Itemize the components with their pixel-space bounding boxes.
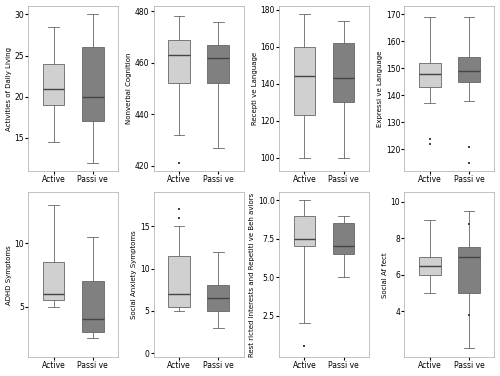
PathPatch shape: [458, 58, 480, 82]
PathPatch shape: [208, 285, 229, 311]
Y-axis label: Nonverbal Cognition: Nonverbal Cognition: [126, 53, 132, 124]
Y-axis label: ADHD Symptoms: ADHD Symptoms: [6, 245, 12, 305]
PathPatch shape: [82, 47, 104, 121]
PathPatch shape: [458, 247, 480, 293]
Y-axis label: Social Af fect: Social Af fect: [382, 252, 388, 298]
PathPatch shape: [294, 47, 315, 115]
Y-axis label: Expressi ve Language: Expressi ve Language: [377, 50, 383, 127]
Y-axis label: Rest ricted Interests and Repetiti ve Beh aviors: Rest ricted Interests and Repetiti ve Be…: [249, 193, 255, 357]
PathPatch shape: [43, 262, 64, 300]
PathPatch shape: [168, 256, 190, 306]
PathPatch shape: [168, 39, 190, 83]
PathPatch shape: [333, 223, 354, 254]
PathPatch shape: [419, 256, 440, 275]
Y-axis label: Social Anxiety Symptoms: Social Anxiety Symptoms: [131, 230, 137, 319]
PathPatch shape: [208, 45, 229, 83]
Y-axis label: Recepti ve Language: Recepti ve Language: [252, 52, 258, 125]
PathPatch shape: [333, 43, 354, 102]
PathPatch shape: [82, 281, 104, 332]
PathPatch shape: [43, 64, 64, 105]
PathPatch shape: [294, 215, 315, 246]
PathPatch shape: [419, 63, 440, 87]
Y-axis label: Activities of Daily Living: Activities of Daily Living: [6, 47, 12, 130]
